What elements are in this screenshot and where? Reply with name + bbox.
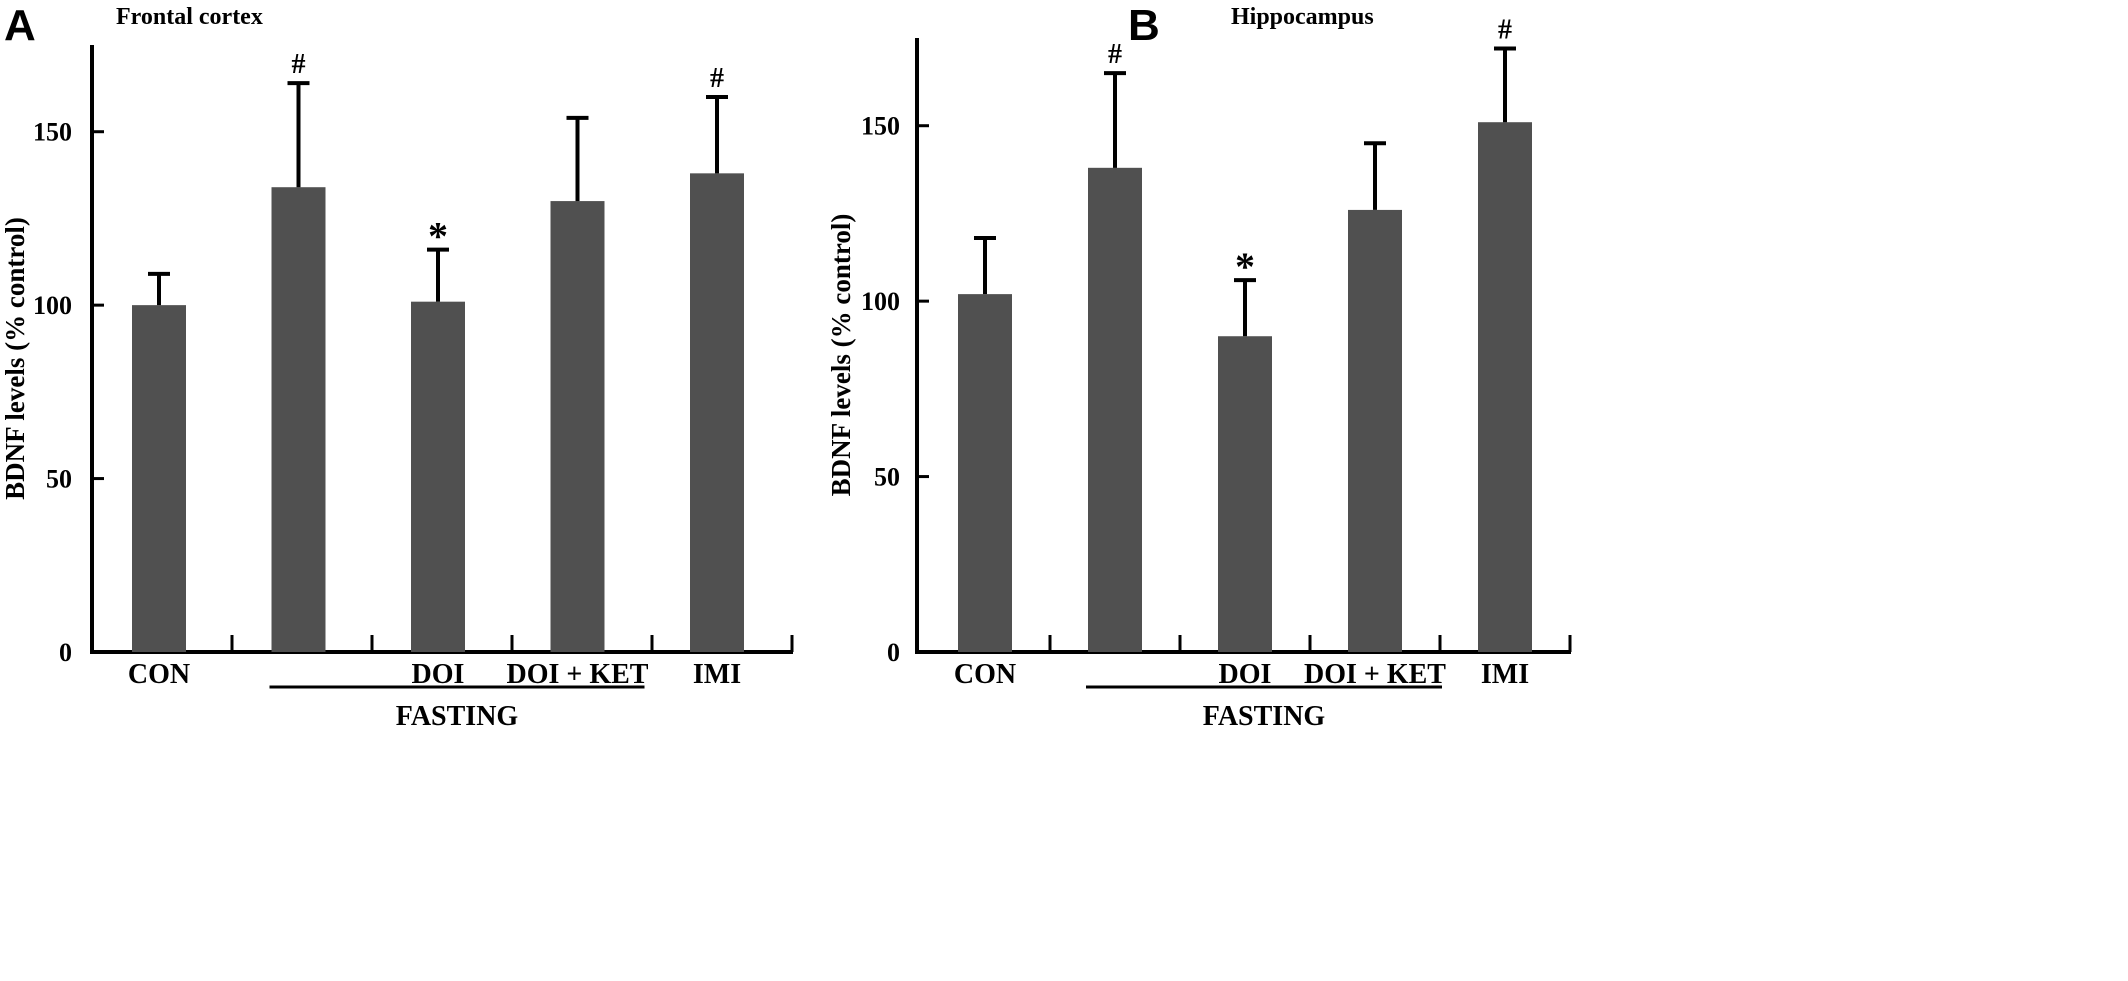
- bar-1: [958, 294, 1012, 652]
- y-tick-label: 150: [861, 112, 900, 141]
- y-tick-label: 150: [33, 118, 72, 147]
- bar-4: [550, 201, 605, 653]
- y-axis-title: BDNF levels (% control): [826, 214, 856, 497]
- x-category-label: IMI: [693, 659, 741, 690]
- panel-title-hippocampus: Hippocampus: [1231, 4, 1374, 30]
- y-tick-label: 0: [887, 638, 900, 667]
- significance-hash: #: [710, 63, 724, 94]
- panel-letter-a: A: [4, 1, 36, 50]
- panel-hippocampus: B Hippocampus 0 50 100 150 BDNF levels (% co…: [826, 1, 1572, 732]
- y-tick-label: 50: [874, 463, 900, 492]
- significance-hash: #: [292, 49, 306, 80]
- significance-star: *: [428, 214, 448, 259]
- y-tick-label: 0: [59, 638, 72, 667]
- bar-2: [1088, 167, 1142, 652]
- significance-hash: #: [1108, 39, 1122, 70]
- bar-1: [132, 305, 186, 652]
- bar-4: [1348, 209, 1402, 653]
- bar-5: [1478, 122, 1532, 653]
- bar-5: [690, 173, 744, 652]
- significance-star: *: [1235, 244, 1255, 289]
- x-category-label: CON: [128, 659, 190, 690]
- y-tick-label: 50: [46, 465, 72, 494]
- x-category-label: CON: [954, 659, 1016, 690]
- y-tick-label: 100: [33, 291, 72, 320]
- group-label-fasting: FASTING: [396, 701, 519, 732]
- panel-title-frontal-cortex: Frontal cortex: [116, 4, 263, 30]
- group-label-fasting: FASTING: [1203, 701, 1326, 732]
- x-category-label: DOI + KET: [1304, 659, 1446, 690]
- panel-letter-b: B: [1128, 1, 1160, 50]
- panel-frontal-cortex: A Frontal cortex 0 50 100 150 BDNF levels (%…: [0, 1, 794, 732]
- bar-2: [271, 187, 326, 652]
- x-category-label: DOI + KET: [507, 659, 649, 690]
- bar-3: [1218, 336, 1272, 652]
- x-category-label: DOI: [412, 659, 465, 690]
- x-category-label: IMI: [1481, 659, 1529, 690]
- significance-hash: #: [1498, 15, 1512, 46]
- bar-3: [411, 301, 465, 652]
- y-tick-label: 100: [861, 287, 900, 316]
- x-category-label: DOI: [1219, 659, 1272, 690]
- y-axis-title: BDNF levels (% control): [0, 217, 30, 500]
